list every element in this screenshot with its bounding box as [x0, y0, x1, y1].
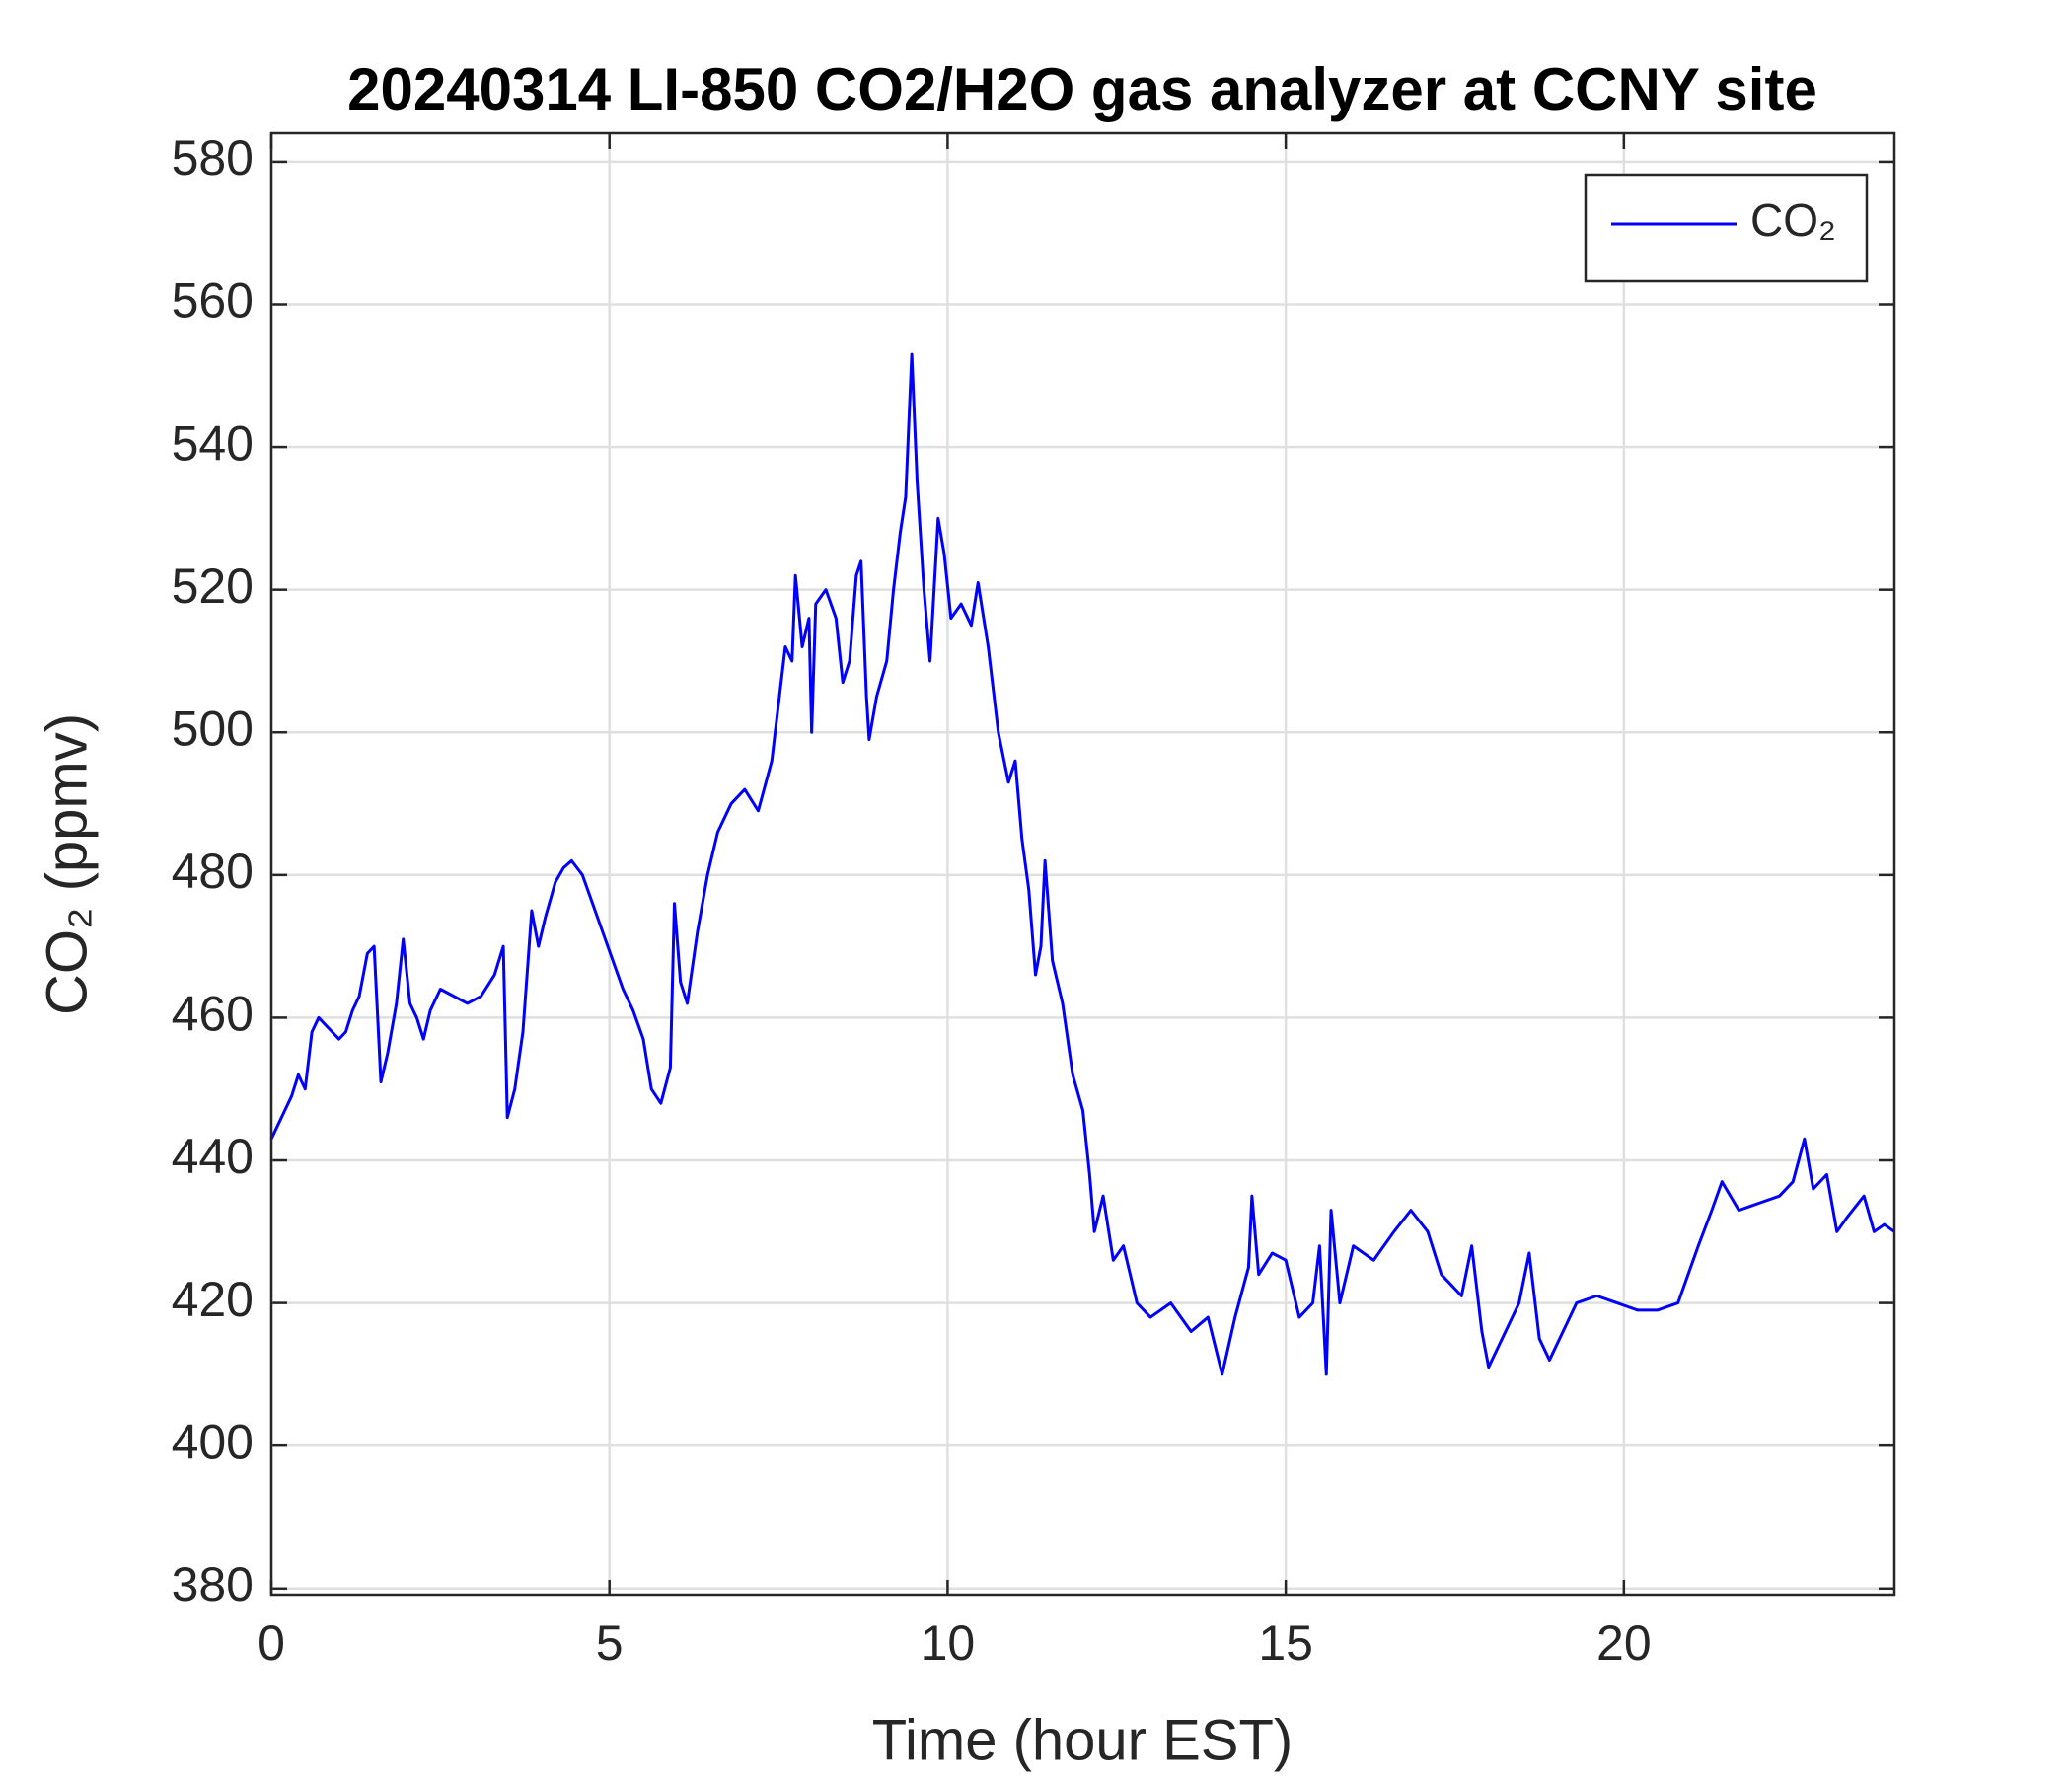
y-tick-label: 460 [172, 987, 254, 1042]
plot-frame [269, 131, 1896, 1597]
data-line [269, 352, 1895, 1376]
chart-title: 20240314 LI-850 CO2/H2O gas analyzer at … [347, 56, 1817, 122]
x-tick-label: 5 [596, 1615, 624, 1670]
legend-label: CO₂ [1750, 194, 1836, 246]
y-tick-label: 420 [172, 1272, 254, 1327]
y-tick-label: 440 [172, 1129, 254, 1184]
y-tick-label: 580 [172, 130, 254, 185]
y-tick-label: 380 [172, 1557, 254, 1612]
y-tick-label: 560 [172, 273, 254, 329]
y-tick-label: 520 [172, 558, 254, 614]
y-tick-label: 400 [172, 1414, 254, 1469]
y-axis-label: CO₂ (ppmv) [35, 713, 99, 1015]
y-tick-label: 500 [172, 701, 254, 756]
y-tick-label: 480 [172, 844, 254, 899]
x-tick-label: 10 [921, 1615, 976, 1670]
legend-box [1584, 173, 1869, 283]
x-axis-label: Time (hour EST) [872, 1708, 1293, 1772]
y-tick-label: 540 [172, 415, 254, 471]
x-tick-label: 20 [1596, 1615, 1652, 1670]
x-tick-label: 0 [258, 1615, 285, 1670]
x-tick-label: 15 [1258, 1615, 1313, 1670]
